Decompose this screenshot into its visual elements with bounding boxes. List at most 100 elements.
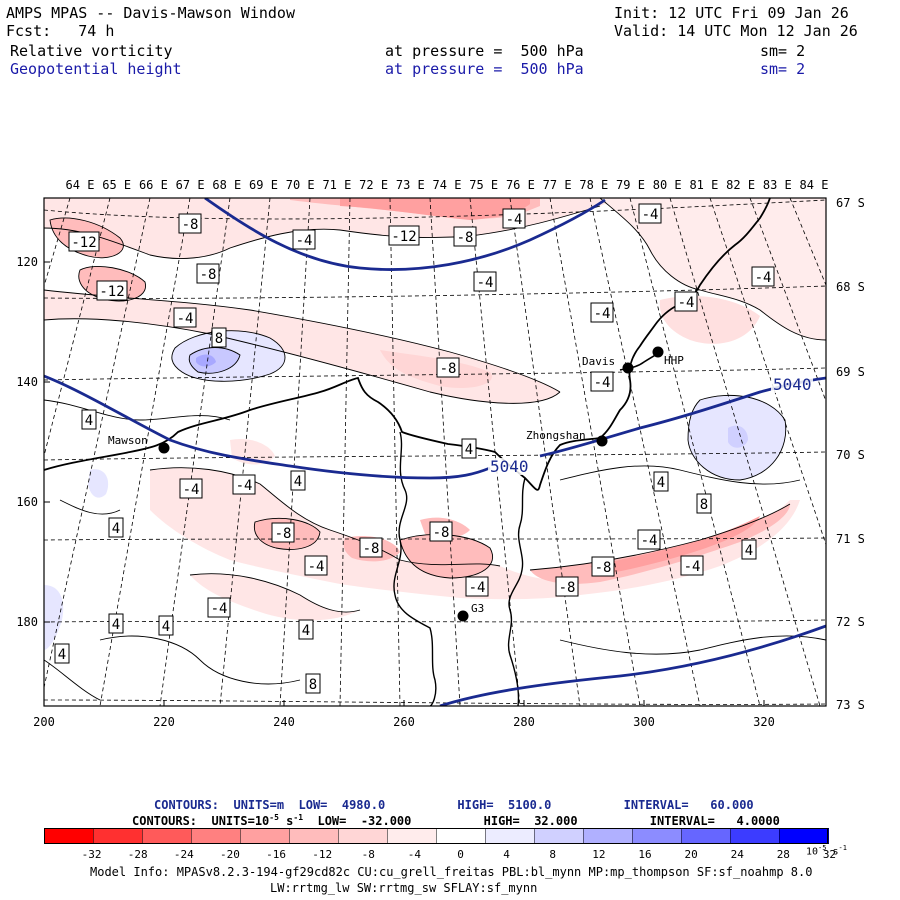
x-tick-label: 220: [153, 715, 175, 729]
colorbar-cell: [44, 828, 94, 844]
vorticity-contour-label: -12: [96, 280, 128, 301]
svg-text:4: 4: [745, 543, 753, 559]
station-label-davis: Davis: [582, 355, 615, 368]
station-label-zhongshan: Zhongshan: [526, 429, 586, 442]
valid-time: Valid: 14 UTC Mon 12 Jan 26: [614, 22, 858, 40]
cbar-units-sexp: -1: [838, 844, 847, 852]
latitude-labels: 67 S 68 S 69 S 70 S 71 S 72 S 73 S: [836, 196, 865, 712]
svg-text:4: 4: [112, 617, 120, 633]
vorticity-contour-label: 4: [158, 615, 174, 636]
svg-text:-12: -12: [391, 229, 416, 245]
svg-text:-4: -4: [642, 207, 659, 223]
svg-text:-8: -8: [457, 230, 474, 246]
lon-label: 84 E: [800, 178, 829, 192]
svg-text:-4: -4: [296, 233, 313, 249]
colorbar-cell: [632, 828, 682, 844]
vorticity-contour-label: -12: [388, 225, 420, 246]
colorbar-tick-label: 16: [638, 848, 652, 861]
lon-label: 81 E: [689, 178, 718, 192]
x-tick-label: 200: [33, 715, 55, 729]
ice-shelf-edge-east: [507, 477, 526, 706]
y-tick-label: 140: [16, 375, 38, 389]
lon-label: 83 E: [763, 178, 792, 192]
model-info-line2: LW:rrtmg_lw SW:rrtmg_sw SFLAY:sf_mynn: [270, 881, 538, 895]
vort-units-s: s: [278, 814, 294, 828]
svg-text:-4: -4: [469, 580, 486, 596]
lon-label: 64 E: [66, 178, 95, 192]
vorticity-contour-label: 4: [461, 438, 477, 459]
vorticity-contour-label: -8: [429, 521, 453, 542]
svg-text:4: 4: [465, 442, 473, 458]
vorticity-contour-label: 8: [305, 673, 321, 694]
svg-text:-8: -8: [559, 580, 576, 596]
y-tick-label: 160: [16, 495, 38, 509]
colorbar-frame: [44, 828, 828, 844]
station-labels: Mawson Davis HHP Zhongshan G3: [108, 354, 684, 615]
x-tick-label: 280: [513, 715, 535, 729]
x-tick-label: 240: [273, 715, 295, 729]
vorticity-contour-label: -4: [674, 291, 698, 312]
vorticity-contour-label: 4: [54, 643, 70, 664]
colorbar-cell: [387, 828, 437, 844]
svg-text:4: 4: [162, 619, 170, 635]
colorbar-tick-label: 20: [684, 848, 698, 861]
colorbar-cell: [338, 828, 388, 844]
svg-text:-4: -4: [594, 306, 611, 322]
lon-label: 70 E: [286, 178, 315, 192]
vorticity-contour-label: -8: [359, 537, 383, 558]
vorticity-contour-label: 4: [108, 517, 124, 538]
forecast-hour: Fcst: 74 h: [6, 22, 115, 40]
svg-text:-8: -8: [433, 525, 450, 541]
lon-label: 79 E: [616, 178, 645, 192]
vorticity-contour-label: -8: [436, 357, 460, 378]
station-markers: [158, 346, 664, 622]
colorbar-cell: [191, 828, 241, 844]
colorbar-cell: [730, 828, 780, 844]
vorticity-contour-label: -4: [473, 271, 497, 292]
x-tick-labels: 200 220 240 260 280 300 320: [33, 715, 775, 729]
lon-label: 71 E: [322, 178, 351, 192]
colorbar-tick-label: -8: [361, 848, 375, 861]
vorticity-contour-label: 4: [653, 471, 669, 492]
colorbar-tick-label: -24: [173, 848, 194, 861]
colorbar-cell: [93, 828, 143, 844]
vort-units-exp: -5: [269, 813, 279, 822]
lon-label: 82 E: [726, 178, 755, 192]
svg-text:-4: -4: [641, 533, 658, 549]
lon-label: 74 E: [433, 178, 462, 192]
vorticity-contour-label: -4: [751, 266, 775, 287]
svg-text:4: 4: [58, 647, 66, 663]
station-dot-zhongshan: [596, 435, 608, 447]
height-contour-info: CONTOURS: UNITS=m LOW= 4980.0 HIGH= 5100…: [154, 798, 754, 812]
vorticity-contour-info: CONTOURS: UNITS=10-5 s-1 LOW= -32.000 HI…: [132, 813, 780, 828]
vorticity-contour-label: -8: [271, 522, 295, 543]
colorbar-units: 10-5 s-1: [806, 845, 847, 857]
lon-label: 78 E: [579, 178, 608, 192]
lon-label: 75 E: [469, 178, 498, 192]
field1-level: at pressure = 500 hPa: [385, 42, 584, 60]
vorticity-contour-label: -8: [178, 213, 202, 234]
vorticity-contour-label: -4: [207, 597, 231, 618]
y-tick-labels: 120 140 160 180: [16, 255, 38, 629]
svg-text:-4: -4: [477, 275, 494, 291]
lat-label: 73 S: [836, 698, 865, 712]
vorticity-contour-label: 4: [108, 613, 124, 634]
station-dot-mawson: [158, 442, 170, 454]
lon-label: 73 E: [396, 178, 425, 192]
vorticity-contour-label: 4: [81, 409, 97, 430]
vorticity-contour-label: -4: [465, 576, 489, 597]
lon-label: 67 E: [176, 178, 205, 192]
y-tick-label: 120: [16, 255, 38, 269]
colorbar-cell: [583, 828, 633, 844]
init-time: Init: 12 UTC Fri 09 Jan 26: [614, 4, 849, 22]
colorbar-cell: [240, 828, 290, 844]
y-tick-label: 180: [16, 615, 38, 629]
x-tick-label: 300: [633, 715, 655, 729]
vorticity-contour-label: -4: [680, 555, 704, 576]
colorbar-cell: [681, 828, 731, 844]
station-dot-g3: [457, 610, 469, 622]
lat-label: 72 S: [836, 615, 865, 629]
vorticity-contour-label: -4: [590, 302, 614, 323]
svg-text:-8: -8: [440, 361, 457, 377]
svg-text:-4: -4: [684, 559, 701, 575]
